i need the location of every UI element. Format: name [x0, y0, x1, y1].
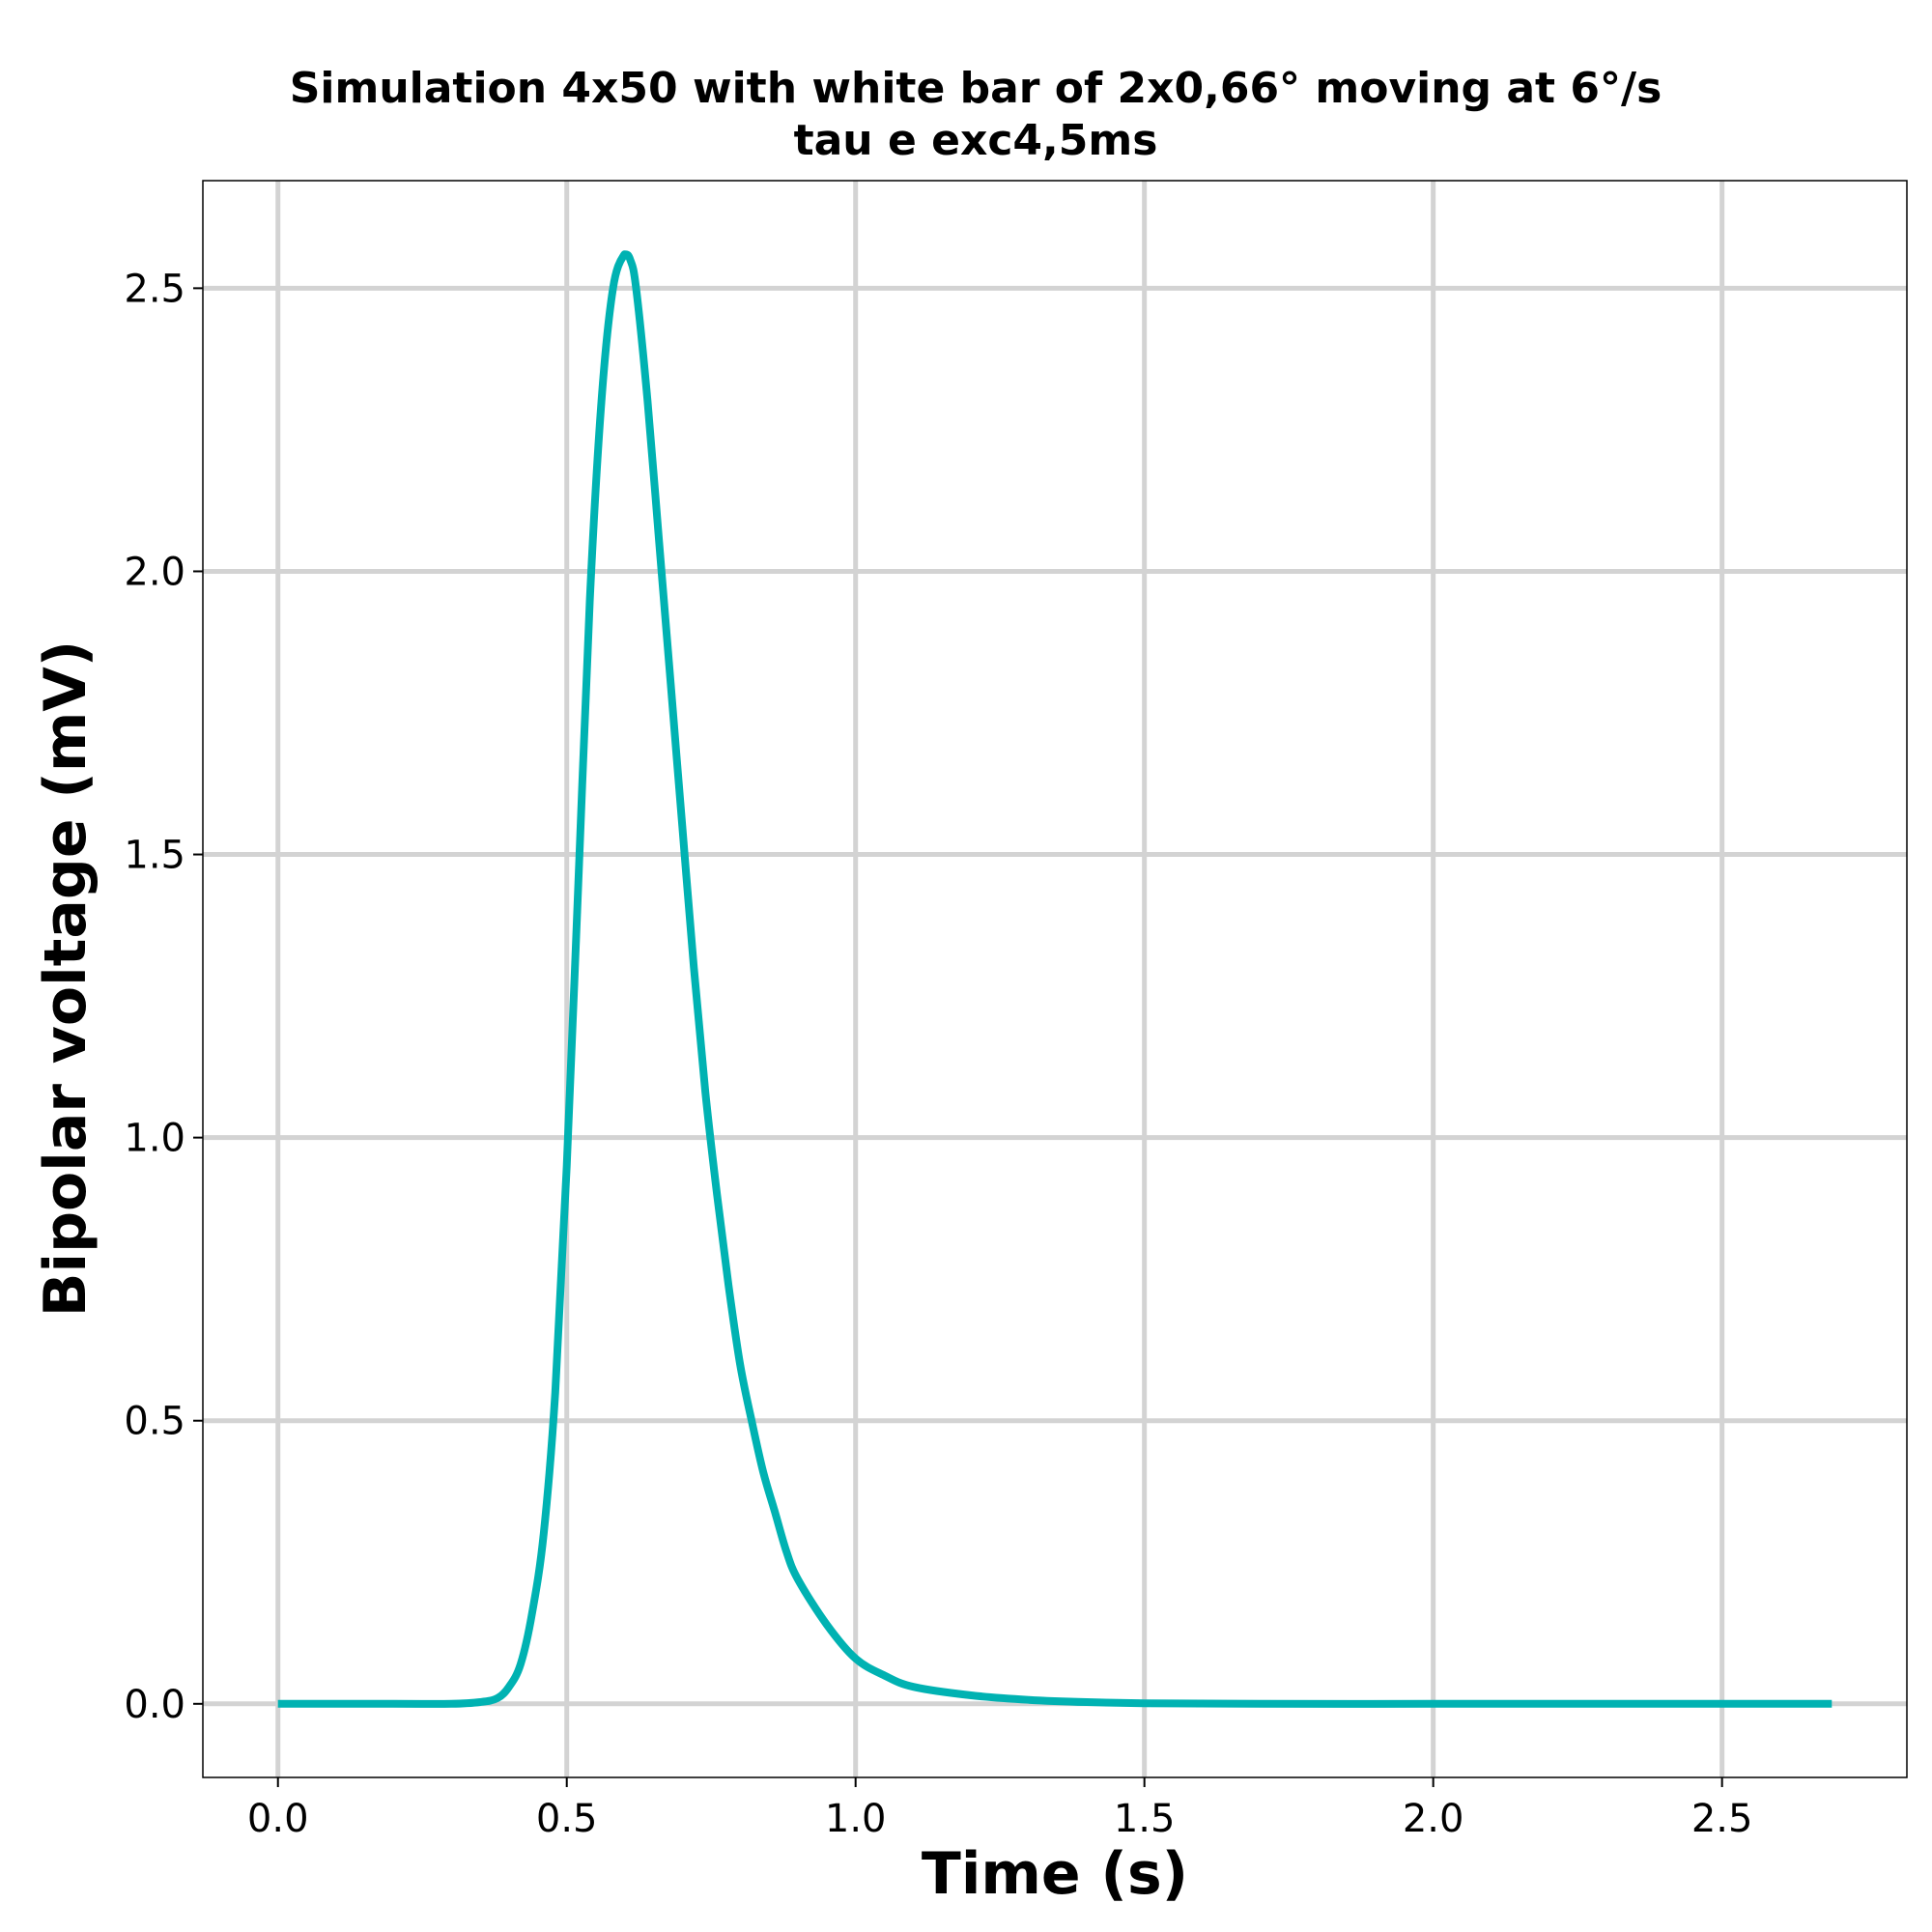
chart-title-line-1: Simulation 4x50 with white bar of 2x0,66…	[290, 64, 1662, 113]
x-tick-label: 2.0	[1403, 1797, 1464, 1841]
x-tick-label: 1.0	[825, 1797, 887, 1841]
y-tick-label: 1.5	[124, 834, 185, 878]
y-tick-label: 0.0	[124, 1683, 185, 1727]
y-axis-label: Bipolar voltage (mV)	[32, 640, 99, 1317]
y-tick-label: 2.0	[124, 550, 185, 594]
y-tick-label: 2.5	[124, 267, 185, 311]
plot-frame	[202, 180, 1908, 1778]
x-tick-label: 2.5	[1691, 1797, 1753, 1841]
x-axis-label: Time (s)	[922, 1840, 1188, 1908]
grid-lines	[203, 181, 1907, 1777]
y-tick-label: 0.5	[124, 1400, 185, 1444]
chart-title-line-2: tau e exc4,5ms	[794, 116, 1158, 165]
x-tick-label: 0.5	[536, 1797, 598, 1841]
axis-ticks: 0.0 0.5 1.0 1.5 2.0 2.5 0.0 0.5 1.0 1.5 2.0 2.5	[124, 267, 1752, 1841]
x-tick-label: 1.5	[1114, 1797, 1176, 1841]
x-tick-label: 0.0	[247, 1797, 309, 1841]
y-tick-label: 1.0	[124, 1117, 185, 1161]
series-line	[277, 250, 1833, 1708]
series-layer	[277, 250, 1833, 1708]
